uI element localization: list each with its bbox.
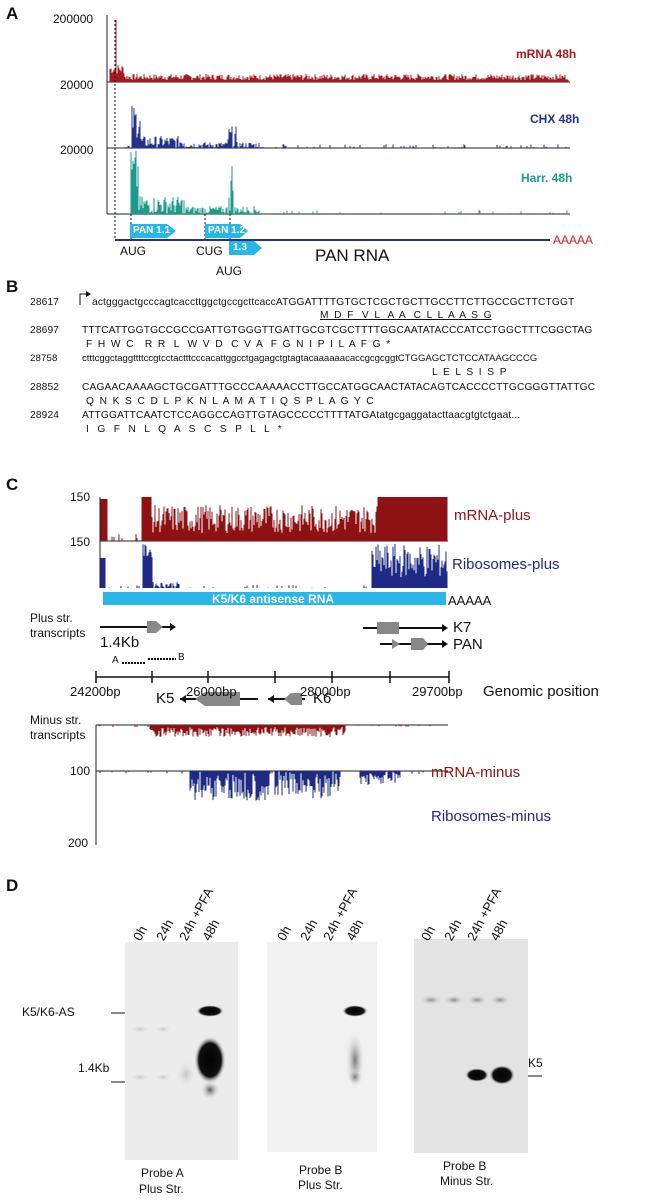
orf-pan-1-1	[130, 224, 176, 238]
a-ytick-200000: 200000	[53, 12, 94, 26]
track-label-mrna-minus: mRNA-minus	[431, 764, 521, 781]
k5-label: K5	[156, 690, 175, 707]
seq-pos-3: 28758	[30, 353, 58, 364]
aa-line-5: I G F N L Q A S C S P L L *	[86, 424, 282, 435]
c-minus-scale-100: 100	[70, 764, 91, 778]
pan-orf-2	[411, 638, 428, 650]
tss-arrow	[79, 291, 91, 305]
k7-arrow	[442, 624, 448, 632]
blot-probe-a-bands	[131, 1005, 226, 1100]
c-minus-scale-200: 200	[68, 836, 89, 850]
c-plus-scale-2: 150	[70, 535, 91, 549]
a-ytick-20000-2: 20000	[60, 143, 94, 157]
track-label-mrna: mRNA 48h	[516, 47, 577, 61]
track-label-ribo-plus: Ribosomes-plus	[452, 556, 560, 573]
genomic-axis-ticks	[95, 671, 450, 683]
blot-probe-a	[125, 942, 238, 1160]
seq-pos-4: 28852	[30, 382, 60, 393]
blot-probe-b-minus-bands	[420, 995, 515, 1085]
codon-cug: CUG	[196, 244, 223, 258]
blot-probe-b-minus	[414, 939, 528, 1153]
seq-line-3: ctttcggctaggttttccgtcctactttcccacattggcc…	[82, 353, 538, 364]
caption-1-line1: Probe A	[141, 1166, 184, 1180]
panel-letter-c: C	[6, 475, 19, 494]
k7-orf	[377, 622, 399, 634]
marker-14kb: 1.4Kb	[78, 1061, 110, 1075]
seq-line-2: TTTCATTGGTGCCGCCGATTGTGGGTTGATTGCGTCGCTT…	[82, 325, 593, 336]
pan-label: PAN	[453, 636, 483, 653]
a-mrna-signal	[109, 20, 569, 82]
antisense-polya: AAAAA	[448, 593, 492, 608]
caption-3-line1: Probe B	[443, 1159, 487, 1173]
panel-c-graphics	[95, 497, 450, 845]
c-ribo-plus-signal	[100, 544, 448, 588]
t14-label: 1.4Kb	[100, 634, 140, 651]
c-plus-scale-1: 150	[70, 490, 91, 504]
orf-pan-1-2	[205, 224, 248, 238]
caption-2-line2: Plus Str.	[298, 1178, 343, 1192]
probe-b-label: B	[178, 652, 185, 663]
t14-orf	[147, 621, 163, 633]
pan-rna-label: PAN RNA	[315, 246, 390, 265]
aa-line-4: Q N K S C D L P K N L A M A T I Q S P L …	[86, 396, 374, 407]
plus-str-label: Plus str. transcripts	[30, 611, 86, 640]
aa-line-1: M D F V L A A C L L A A S G	[320, 310, 492, 321]
orf-1-3	[229, 241, 262, 255]
axis-tick-29700: 29700bp	[412, 684, 463, 699]
track-label-ribo-minus: Ribosomes-minus	[431, 808, 552, 825]
orf-label-pan12: PAN 1.2	[208, 225, 246, 236]
track-label-harr: Harr. 48h	[521, 171, 573, 185]
c-mrna-plus-signal	[100, 497, 448, 541]
seq-line-5: ATTGGATTCAATCTCCAGGCCAGTTGTAGCCCCCTTTTAT…	[82, 410, 521, 421]
axis-tick-28000: 28000bp	[300, 684, 351, 699]
c-mrna-minus-signal	[98, 725, 431, 737]
axis-tick-26000: 26000bp	[186, 684, 237, 699]
k7-label: K7	[453, 619, 472, 636]
axis-title: Genomic position	[483, 683, 599, 700]
t14-arrow	[170, 623, 176, 631]
a-harr-signal	[115, 150, 568, 214]
a-chx-signal	[117, 105, 567, 148]
panel-letter-b: B	[6, 277, 19, 296]
pan-arrow	[442, 640, 448, 648]
k6-orf	[284, 693, 302, 705]
c-ribo-minus-signal	[99, 771, 424, 801]
k5k6-antisense-bar	[103, 592, 446, 605]
panel-letter-a: A	[6, 4, 19, 23]
seq-pos-1: 28617	[30, 297, 60, 308]
pan-polya: AAAAA	[553, 233, 594, 247]
orf-label-13: 1.3	[233, 242, 247, 253]
seq-line-1: actgggactgcccagtcaccttggctgccgcttcaccATG…	[92, 297, 575, 308]
caption-1-line2: Plus Str.	[139, 1182, 184, 1196]
orf-label-pan11: PAN 1.1	[133, 225, 171, 236]
blot-probe-b-plus-bands	[342, 1005, 368, 1090]
codon-aug-1: AUG	[120, 244, 147, 258]
seq-pos-2: 28697	[30, 325, 60, 336]
antisense-label: K5/K6 antisense RNA	[212, 592, 335, 606]
blot-probe-b-plus	[267, 942, 377, 1152]
probe-a-label: A	[112, 655, 119, 666]
marker-k5: K5	[528, 1056, 543, 1070]
k5-orf	[195, 692, 240, 706]
axis-tick-24200: 24200bp	[70, 684, 121, 699]
aa-line-2: F H W C R R L W V D C V A F G N I P I L …	[86, 339, 391, 350]
seq-pos-5: 28924	[30, 410, 60, 421]
k6-arrow	[268, 695, 274, 703]
codon-aug-2: AUG	[216, 264, 243, 278]
track-label-chx: CHX 48h	[530, 112, 580, 126]
aa-line-3: L E L S I S P	[432, 367, 507, 378]
caption-3-line2: Minus Str.	[440, 1174, 494, 1188]
seq-line-4: CAGAACAAAAGCTGCGATTTGCCCAAAAACCTTGCCATGG…	[82, 382, 596, 393]
k6-label: K6	[313, 690, 332, 707]
caption-2-line1: Probe B	[299, 1163, 343, 1177]
panel-letter-d: D	[6, 876, 19, 895]
pan-orf-1	[392, 639, 400, 649]
marker-k5k6as: K5/K6-AS	[22, 1005, 75, 1019]
k5-arrow	[180, 695, 186, 703]
track-label-mrna-plus: mRNA-plus	[454, 507, 531, 524]
panel-a-tracks	[106, 15, 570, 255]
a-ytick-20000-1: 20000	[60, 78, 94, 92]
minus-str-label: Minus str. transcripts	[30, 713, 86, 742]
